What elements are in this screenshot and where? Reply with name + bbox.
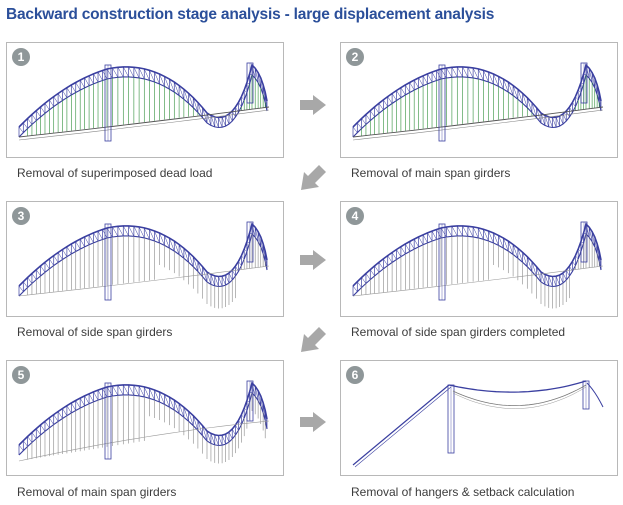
stage-3-caption: Removal of side span girders bbox=[17, 325, 173, 339]
stage-2-panel: 2 bbox=[340, 42, 618, 158]
stage-5-panel: 5 bbox=[6, 360, 284, 476]
stage-1-caption: Removal of superimposed dead load bbox=[17, 166, 213, 180]
page-title: Backward construction stage analysis - l… bbox=[6, 6, 495, 23]
arrow-down-left-icon bbox=[301, 327, 326, 352]
bridge-model-image bbox=[352, 380, 604, 468]
arrow-right-icon bbox=[300, 412, 326, 432]
arrow-right-icon bbox=[300, 95, 326, 115]
bridge-model-image bbox=[18, 380, 270, 464]
stage-6-number-badge: 6 bbox=[346, 366, 364, 384]
bridge-model-image bbox=[18, 221, 270, 309]
bridge-model-image bbox=[18, 62, 270, 142]
stage-5-caption: Removal of main span girders bbox=[17, 485, 177, 499]
stage-2-number-badge: 2 bbox=[346, 48, 364, 66]
stage-1-number-badge: 1 bbox=[12, 48, 30, 66]
stage-5-number-badge: 5 bbox=[12, 366, 30, 384]
stage-3-number-badge: 3 bbox=[12, 207, 30, 225]
stage-2-caption: Removal of main span girders bbox=[351, 166, 511, 180]
stage-6-caption: Removal of hangers & setback calculation bbox=[351, 485, 575, 499]
arrow-right-icon bbox=[300, 250, 326, 270]
stage-4-panel: 4 bbox=[340, 201, 618, 317]
stage-4-number-badge: 4 bbox=[346, 207, 364, 225]
stage-1-panel: 1 bbox=[6, 42, 284, 158]
arrow-down-left-icon bbox=[301, 165, 326, 190]
stage-3-panel: 3 bbox=[6, 201, 284, 317]
stage-4-caption: Removal of side span girders completed bbox=[351, 325, 566, 339]
bridge-model-image bbox=[352, 62, 604, 142]
bridge-model-image bbox=[352, 221, 604, 309]
stage-6-panel: 6 bbox=[340, 360, 618, 476]
